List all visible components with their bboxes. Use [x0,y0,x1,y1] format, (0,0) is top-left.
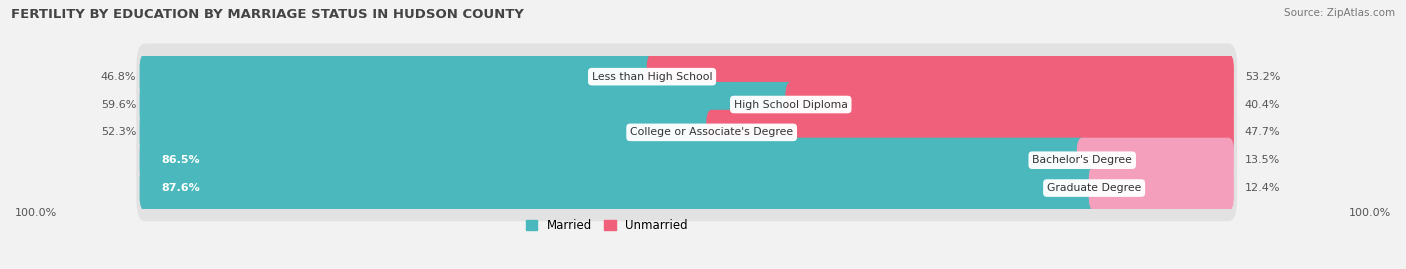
Text: 52.3%: 52.3% [101,127,136,137]
Text: 59.6%: 59.6% [101,100,136,109]
FancyBboxPatch shape [136,44,1237,110]
Text: FERTILITY BY EDUCATION BY MARRIAGE STATUS IN HUDSON COUNTY: FERTILITY BY EDUCATION BY MARRIAGE STATU… [11,8,524,21]
FancyBboxPatch shape [647,54,1234,99]
FancyBboxPatch shape [136,155,1237,221]
Text: Less than High School: Less than High School [592,72,713,82]
Text: 40.4%: 40.4% [1244,100,1281,109]
FancyBboxPatch shape [139,110,717,155]
Text: Source: ZipAtlas.com: Source: ZipAtlas.com [1284,8,1395,18]
Text: High School Diploma: High School Diploma [734,100,848,109]
Legend: Married, Unmarried: Married, Unmarried [520,214,693,237]
FancyBboxPatch shape [706,110,1234,155]
FancyBboxPatch shape [1077,138,1234,183]
Text: 86.5%: 86.5% [162,155,200,165]
Text: 87.6%: 87.6% [162,183,200,193]
FancyBboxPatch shape [136,99,1237,165]
Text: 13.5%: 13.5% [1244,155,1279,165]
Text: 46.8%: 46.8% [101,72,136,82]
FancyBboxPatch shape [1088,165,1234,211]
FancyBboxPatch shape [139,165,1099,211]
Text: 100.0%: 100.0% [1348,208,1391,218]
Text: 12.4%: 12.4% [1244,183,1281,193]
FancyBboxPatch shape [136,71,1237,138]
FancyBboxPatch shape [139,82,796,127]
Text: Graduate Degree: Graduate Degree [1047,183,1142,193]
FancyBboxPatch shape [139,54,658,99]
FancyBboxPatch shape [139,138,1088,183]
Text: Bachelor's Degree: Bachelor's Degree [1032,155,1132,165]
Text: 100.0%: 100.0% [15,208,58,218]
Text: College or Associate's Degree: College or Associate's Degree [630,127,793,137]
Text: 47.7%: 47.7% [1244,127,1281,137]
FancyBboxPatch shape [136,127,1237,193]
Text: 53.2%: 53.2% [1244,72,1279,82]
FancyBboxPatch shape [786,82,1234,127]
